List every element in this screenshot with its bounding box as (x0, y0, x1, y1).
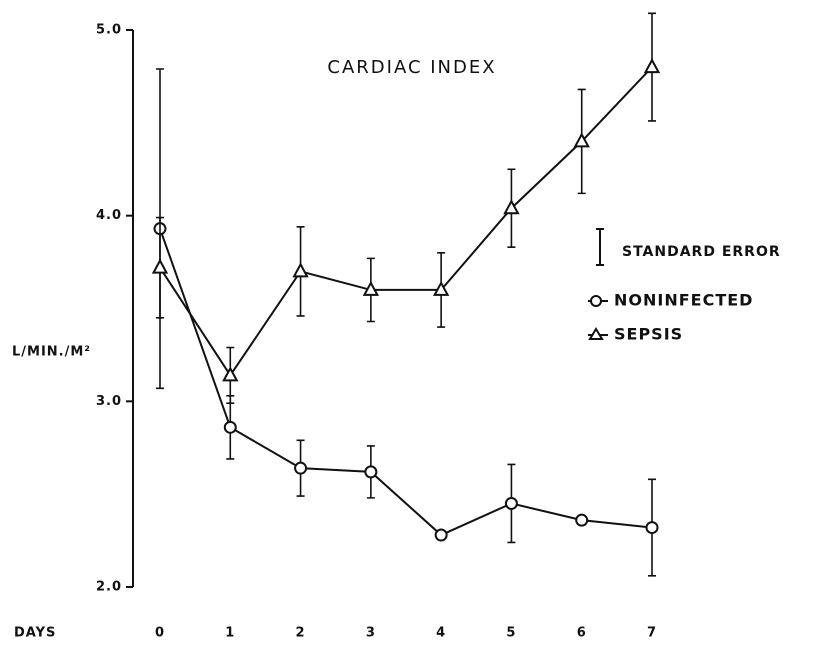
x-tick-label: 5 (506, 626, 516, 641)
y-axis-label: L/MIN./M² (12, 345, 91, 360)
x-tick-label: 4 (436, 626, 446, 641)
series-line (159, 228, 653, 537)
marker (503, 199, 520, 215)
legend-error-symbol (596, 228, 604, 266)
marker (294, 461, 308, 475)
y-tick-label: 3.0 (96, 394, 122, 409)
x-tick-label: 0 (155, 626, 165, 641)
x-tick-label: 3 (366, 626, 376, 641)
marker (504, 496, 518, 510)
marker (292, 262, 309, 278)
marker (645, 521, 659, 535)
y-tick-label: 5.0 (96, 23, 122, 38)
x-tick-label: 6 (577, 626, 587, 641)
marker (362, 280, 380, 296)
marker (222, 366, 239, 382)
legend-label: STANDARD ERROR (622, 244, 781, 260)
y-tick-label: 2.0 (96, 580, 122, 595)
chart-title: CARDIAC INDEX (327, 57, 496, 78)
marker (434, 528, 448, 542)
x-tick-label: 1 (225, 626, 235, 641)
series-line (159, 66, 653, 378)
x-tick-label: 7 (647, 626, 657, 641)
y-tick-label: 4.0 (96, 208, 122, 223)
x-tick-label: 2 (296, 626, 306, 641)
marker (432, 280, 450, 296)
marker (575, 513, 589, 527)
marker (573, 132, 590, 148)
marker (364, 465, 378, 479)
legend-label: NONINFECTED (614, 291, 753, 310)
marker (223, 420, 237, 434)
legend-marker (590, 295, 602, 307)
marker (643, 58, 661, 74)
marker (151, 258, 169, 274)
x-axis-label: DAYS (14, 626, 56, 641)
legend-label: SEPSIS (614, 325, 683, 344)
legend-marker (588, 327, 604, 340)
